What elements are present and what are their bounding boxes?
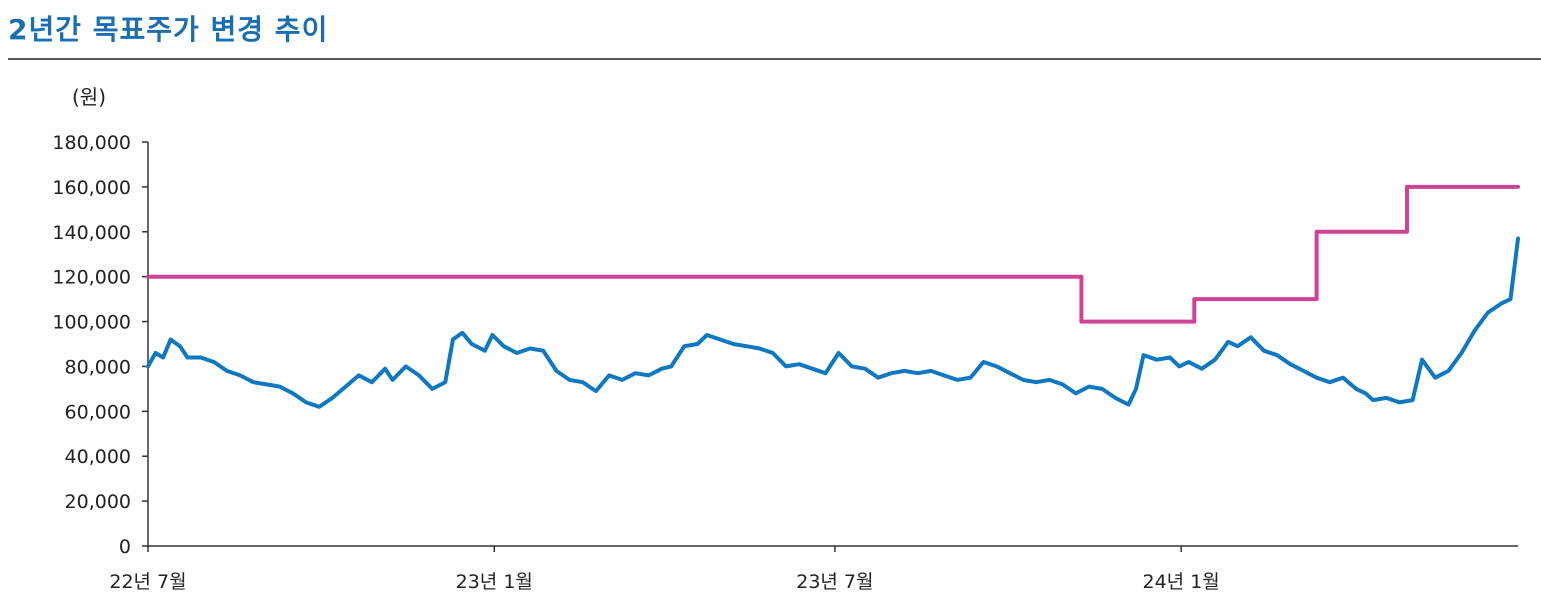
y-axis-unit-label: (원): [72, 85, 106, 109]
y-tick-label: 180,000: [52, 132, 131, 154]
y-tick-label: 20,000: [65, 491, 131, 513]
y-tick-label: 0: [119, 536, 131, 558]
page-title: 2년간 목표주가 변경 추이: [8, 13, 329, 46]
y-tick-label: 120,000: [52, 267, 131, 289]
x-tick-label: 22년 7월: [109, 571, 186, 593]
x-tick-label: 24년 1월: [1143, 571, 1220, 593]
series-layer: [146, 184, 1520, 409]
y-tick-label: 160,000: [52, 177, 131, 199]
x-axis: 22년 7월 23년 1월 23년 7월 24년 1월: [109, 545, 1518, 593]
y-tick-label: 60,000: [65, 401, 131, 423]
title-divider: [8, 58, 1541, 60]
y-tick-label: 140,000: [52, 222, 131, 244]
y-axis: 0 20,000 40,000 60,000 80,000 100,000 120,000 1…: [52, 132, 149, 558]
y-tick-label: 80,000: [65, 356, 131, 378]
y-tick-label: 40,000: [65, 446, 131, 468]
x-tick-label: 23년 1월: [456, 571, 533, 593]
stock-price-line: [146, 236, 1520, 409]
x-tick-label: 23년 7월: [796, 571, 873, 593]
y-tick-label: 100,000: [52, 312, 131, 334]
target-price-line: [146, 184, 1520, 324]
